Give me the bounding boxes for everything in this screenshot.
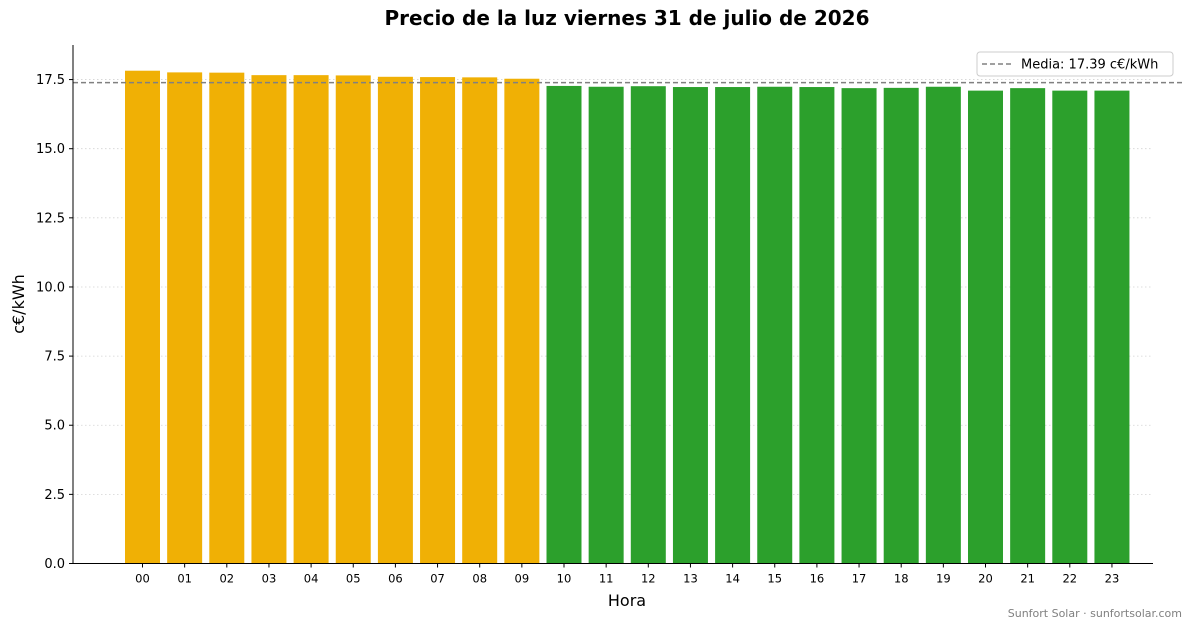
x-tick-label: 12 [641,572,656,586]
bar-hour-16 [799,87,835,564]
x-tick-label: 02 [219,572,234,586]
y-axis-label: c€/kWh [9,274,28,334]
y-tick-label: 17.5 [36,73,65,88]
bar-hour-11 [588,86,624,564]
bar-hour-03 [251,75,287,564]
x-tick-label: 09 [515,572,530,586]
x-tick-label: 14 [725,572,740,586]
bar-hour-23 [1094,90,1130,564]
x-tick-label: 22 [1062,572,1077,586]
x-tick-label: 08 [472,572,487,586]
bar-hour-12 [630,86,666,564]
y-tick-label: 2.5 [44,488,65,503]
x-tick-label: 21 [1020,572,1035,586]
bar-hour-13 [672,87,708,564]
y-ticks: 0.0 2.5 5.0 7.5 10.0 12.5 15.0 17.5 [36,73,73,572]
bar-hour-02 [209,72,245,564]
legend-box [976,51,1174,77]
chart-title: Precio de la luz viernes 31 de julio de … [385,6,870,30]
bar-hour-19 [925,86,961,564]
x-tick-label: 01 [177,572,192,586]
bar-hour-05 [335,75,371,564]
x-axis-label: Hora [608,591,646,610]
bar-hour-20 [968,90,1003,564]
footer-credit: Sunfort Solar · sunfortsolar.com [1007,607,1182,620]
bar-hour-21 [1010,88,1046,564]
legend-mean-label: Media: 17.39 c€/kWh [1021,58,1158,73]
bar-hour-01 [167,72,203,564]
y-tick-label: 10.0 [36,280,65,295]
legend: Media: 17.39 c€/kWh [976,51,1174,77]
bar-hour-00 [125,70,160,564]
bar-hour-18 [883,87,919,564]
y-tick-label: 0.0 [44,557,65,572]
bar-hour-07 [420,77,456,564]
x-tick-label: 10 [557,572,572,586]
x-tick-label: 11 [599,572,614,586]
bars [125,70,1130,564]
x-tick-label: 13 [683,572,698,586]
x-tick-label: 23 [1105,572,1120,586]
bar-hour-06 [377,76,413,564]
x-tick-label: 06 [388,572,403,586]
x-tick-label: 20 [978,572,993,586]
x-ticks: 00 01 02 03 04 05 06 07 08 09 10 11 12 13 14 15 16 17 18 19… [135,563,1120,586]
x-tick-label: 18 [894,572,909,586]
y-tick-label: 5.0 [44,419,65,434]
bar-hour-10 [546,85,582,564]
x-tick-label: 15 [767,572,782,586]
y-tick-label: 7.5 [44,350,65,365]
bar-hour-22 [1052,90,1088,564]
bar-hour-17 [841,88,877,564]
bar-hour-14 [715,87,751,564]
x-tick-label: 17 [852,572,867,586]
x-tick-label: 16 [810,572,825,586]
bar-hour-09 [504,78,540,564]
x-tick-label: 05 [346,572,361,586]
y-tick-label: 15.0 [36,142,65,157]
y-tick-label: 12.5 [36,211,65,226]
bar-hour-08 [462,77,498,564]
x-tick-label: 00 [135,572,150,586]
x-tick-label: 07 [430,572,445,586]
x-tick-label: 03 [262,572,277,586]
bar-hour-15 [757,86,793,564]
x-tick-label: 19 [936,572,951,586]
bar-hour-04 [293,75,329,564]
x-tick-label: 04 [304,572,319,586]
